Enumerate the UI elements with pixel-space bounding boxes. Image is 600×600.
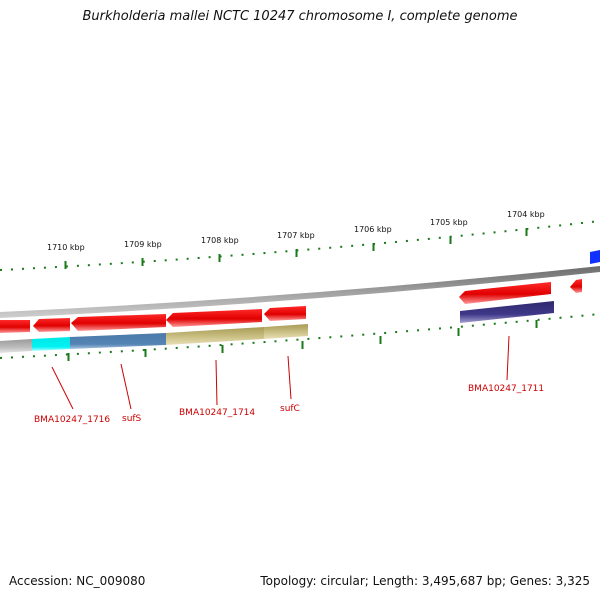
map-title: Burkholderia mallei NCTC 10247 chromosom… — [82, 9, 518, 24]
lower-tick-dotline — [0, 313, 600, 359]
gene-arrow — [71, 314, 166, 331]
cog-segment — [32, 337, 70, 351]
tick-label: 1705 kbp — [430, 218, 468, 227]
cog-segment — [460, 301, 554, 323]
tick-label: 1704 kbp — [507, 210, 545, 219]
gene-labels: BMA10247_1716 sufS BMA10247_1714 sufC BM… — [34, 384, 544, 425]
gene-label: sufS — [122, 414, 142, 424]
leader-line — [287, 355, 292, 400]
leader-line — [215, 359, 218, 406]
gene-arrow — [33, 318, 70, 332]
leader-line — [506, 335, 510, 381]
gene-arrow — [264, 306, 306, 321]
genome-backbone — [0, 266, 600, 318]
tick-label: 1708 kbp — [201, 236, 239, 245]
cog-segment — [264, 324, 308, 339]
cog-segment — [70, 333, 166, 349]
gene-label: BMA10247_1711 — [468, 384, 544, 394]
tick-labels: 1710 kbp 1709 kbp 1708 kbp 1707 kbp 1706… — [47, 210, 545, 252]
gene-label: BMA10247_1716 — [34, 415, 110, 425]
upper-tick-dotline — [0, 220, 600, 271]
upper-major-ticks — [64, 228, 528, 269]
cog-category-band — [0, 301, 554, 353]
accession-text: Accession: NC_009080 — [9, 574, 146, 588]
tick-label: 1710 kbp — [47, 243, 85, 252]
leader-line — [51, 366, 74, 410]
genome-summary-text: Topology: circular; Length: 3,495,687 bp… — [260, 574, 590, 588]
gene-label: BMA10247_1714 — [179, 408, 255, 418]
label-leader-lines — [51, 335, 510, 410]
gene-arrow — [459, 282, 551, 304]
tick-label: 1709 kbp — [124, 240, 162, 249]
leader-line — [120, 363, 132, 410]
gene-label: sufC — [280, 404, 300, 414]
tick-label: 1706 kbp — [354, 225, 392, 234]
lower-tick-track — [0, 313, 600, 361]
gene-arrow — [570, 279, 582, 293]
tick-label: 1707 kbp — [277, 231, 315, 240]
forward-strand-genes — [0, 279, 582, 333]
gene-arrow — [166, 309, 262, 327]
cog-segment — [166, 327, 264, 345]
edge-blue-feature — [590, 250, 600, 264]
gene-arrow — [0, 320, 30, 333]
cog-segment — [0, 339, 32, 353]
upper-tick-track: 1710 kbp 1709 kbp 1708 kbp 1707 kbp 1706… — [0, 210, 600, 271]
